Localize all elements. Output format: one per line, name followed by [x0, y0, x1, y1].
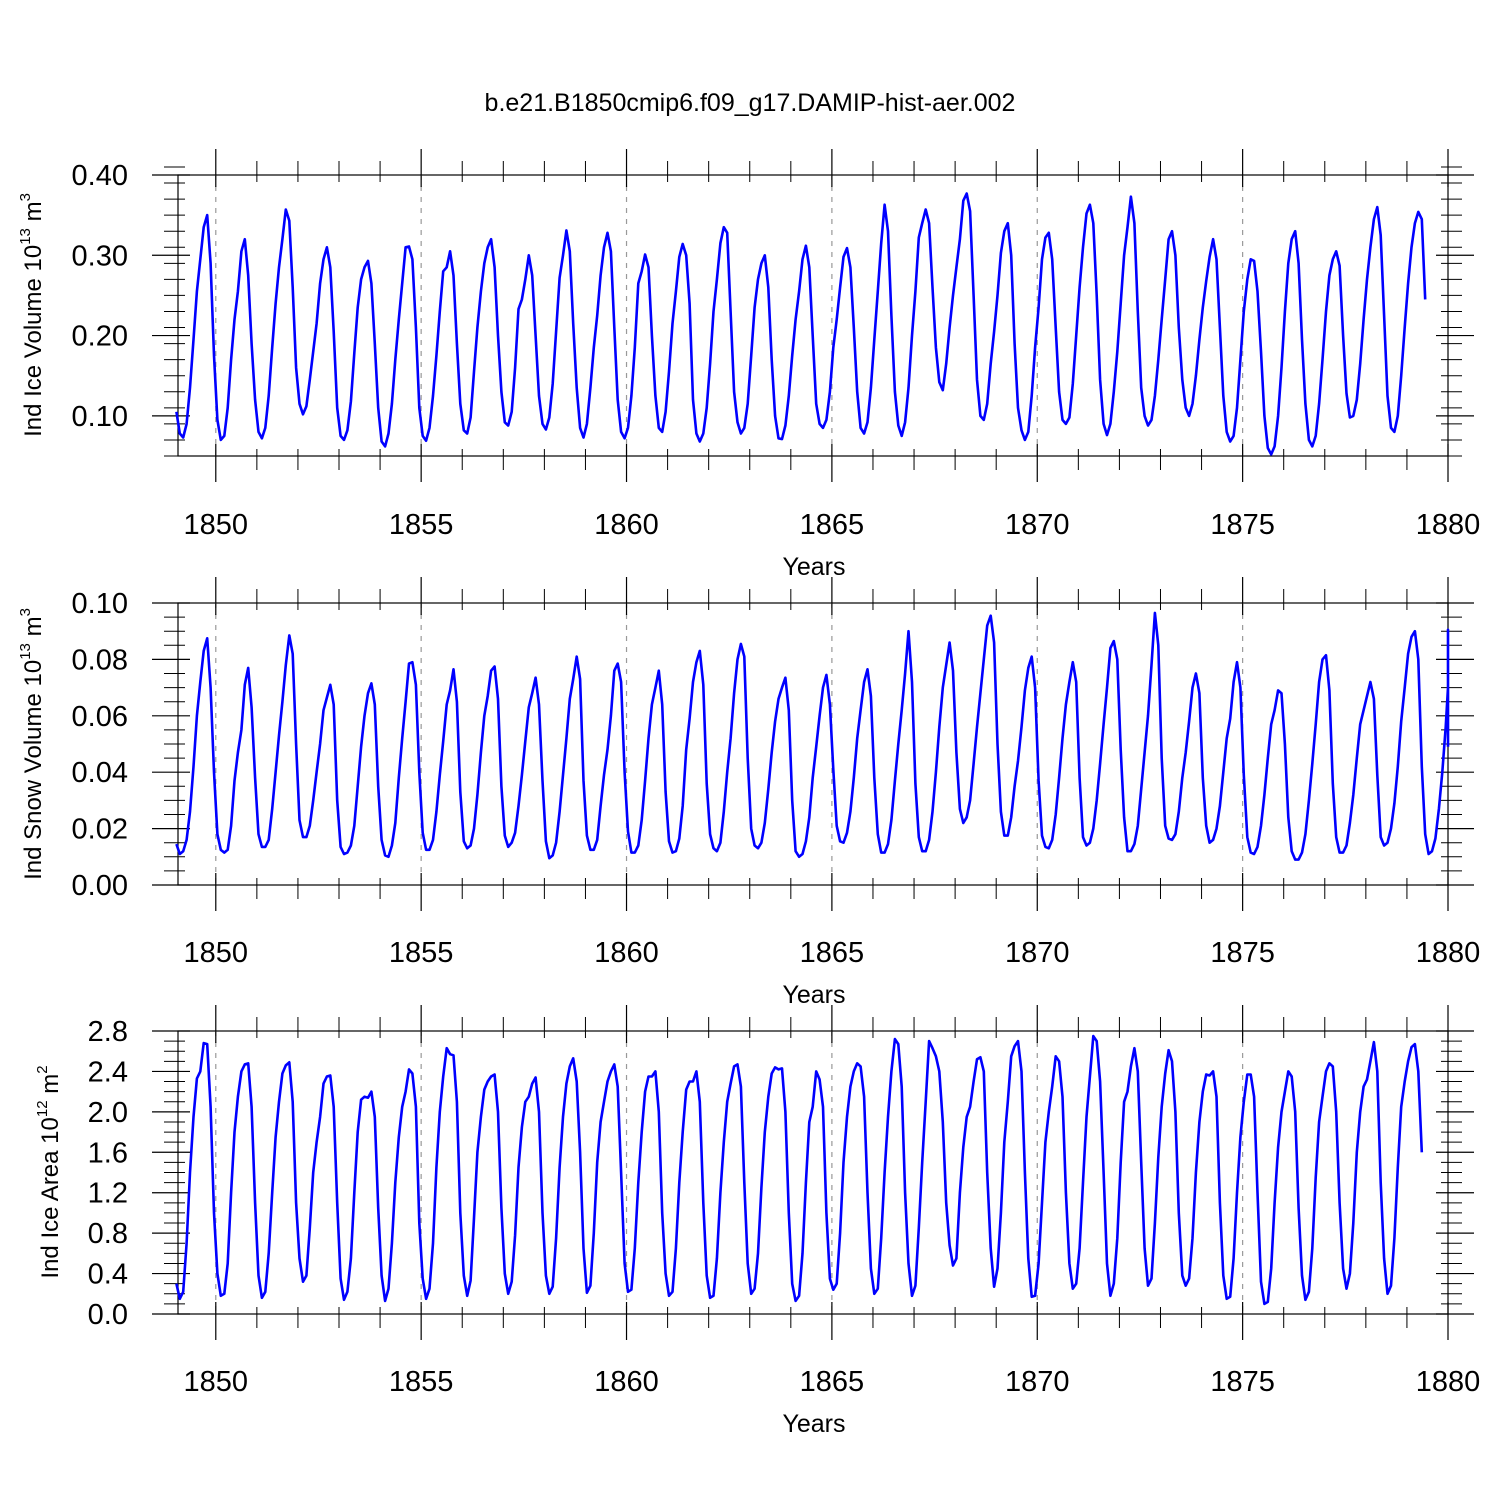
x-tick-label: 1850 — [184, 509, 249, 541]
y-tick-label: 1.2 — [88, 1178, 128, 1210]
panel-snow-volume: Years Ind Snow Volume 1013 m3 — [17, 608, 846, 1009]
y-tick-label: 0.40 — [72, 160, 128, 192]
y-tick-label: 0.10 — [72, 588, 128, 620]
y-tick-label: 0.04 — [72, 757, 128, 789]
x-tick-label: 1865 — [800, 937, 865, 969]
y-tick-label: 0.06 — [72, 701, 128, 733]
x-tick-label: 1860 — [594, 1366, 659, 1398]
y-axis-title: Ind Ice Area 1012 m2 — [34, 1065, 64, 1278]
y-axis-title-unit: m — [20, 616, 47, 643]
y-tick-label: 0.08 — [72, 644, 128, 676]
y-axis-title: Ind Ice Volume 1013 m3 — [17, 193, 47, 437]
plot-ice-area: 1850 1855 1860 1865 1870 1875 1880 0.0 0.4 0.8 1.2… — [88, 1005, 1481, 1398]
y-axis-title-main: Ind Snow Volume 10 — [20, 660, 47, 880]
y-axis-title-main: Ind Ice Volume 10 — [20, 245, 47, 437]
plot-snow-volume: 1850 1855 1860 1865 1870 1875 1880 0.00 0.02 0.04… — [72, 577, 1481, 969]
x-tick-label: 1855 — [389, 1366, 454, 1398]
series-line — [175, 1034, 1424, 1306]
y-axis-title: Ind Snow Volume 1013 m3 — [17, 608, 47, 880]
y-tick-label: 0.00 — [72, 870, 128, 902]
y-axis-title-exponent: 13 — [17, 228, 34, 245]
x-axis-title: Years — [782, 553, 845, 581]
y-axis-title-main: Ind Ice Area 10 — [37, 1117, 64, 1278]
x-tick-label: 1850 — [184, 1366, 249, 1398]
x-tick-label: 1865 — [800, 509, 865, 541]
y-tick-label: 2.4 — [88, 1056, 128, 1088]
y-tick-label: 0.02 — [72, 814, 128, 846]
y-axis-title-exponent: 12 — [34, 1100, 51, 1117]
y-axis-title-unit-exponent: 3 — [17, 608, 34, 616]
panel-ice-volume: Years Ind Ice Volume 1013 m3 — [17, 193, 846, 581]
x-axis-title: Years — [782, 981, 845, 1009]
y-tick-label: 2.8 — [88, 1016, 128, 1048]
y-axis-title-unit-exponent: 2 — [34, 1065, 51, 1073]
y-tick-label: 2.0 — [88, 1097, 128, 1129]
y-tick-label: 0.10 — [72, 401, 128, 433]
x-tick-label: 1865 — [800, 1366, 865, 1398]
x-axis-title: Years — [782, 1410, 845, 1438]
y-tick-label: 0.8 — [88, 1218, 128, 1250]
y-tick-label: 1.6 — [88, 1137, 128, 1169]
x-tick-label: 1875 — [1210, 509, 1275, 541]
series-line — [175, 611, 1450, 861]
x-tick-label: 1850 — [184, 937, 249, 969]
x-tick-label: 1880 — [1416, 509, 1481, 541]
y-axis-title-unit: m — [37, 1074, 64, 1101]
x-tick-label: 1855 — [389, 509, 454, 541]
x-tick-label: 1875 — [1210, 1366, 1275, 1398]
x-tick-label: 1860 — [594, 509, 659, 541]
panel-ice-area: Years Ind Ice Area 1012 m2 — [34, 1065, 846, 1438]
figure-title: b.e21.B1850cmip6.f09_g17.DAMIP-hist-aer.… — [485, 89, 1016, 117]
x-tick-label: 1870 — [1005, 509, 1070, 541]
x-tick-label: 1875 — [1210, 937, 1275, 969]
x-tick-label: 1870 — [1005, 937, 1070, 969]
x-tick-label: 1860 — [594, 937, 659, 969]
x-tick-label: 1870 — [1005, 1366, 1070, 1398]
y-tick-label: 0.30 — [72, 240, 128, 272]
x-tick-label: 1880 — [1416, 1366, 1481, 1398]
y-tick-label: 0.0 — [88, 1299, 128, 1331]
x-tick-label: 1855 — [389, 937, 454, 969]
y-tick-label: 0.4 — [88, 1259, 128, 1291]
y-tick-label: 0.20 — [72, 321, 128, 353]
x-tick-label: 1880 — [1416, 937, 1481, 969]
plot-ice-volume: 1850 1855 1860 1865 1870 1875 1880 0.10 0.20 0.30… — [72, 149, 1481, 541]
y-axis-title-unit: m — [20, 201, 47, 228]
series-line — [175, 192, 1427, 456]
y-axis-title-exponent: 13 — [17, 643, 34, 660]
y-axis-title-unit-exponent: 3 — [17, 193, 34, 201]
plot-frame — [177, 174, 1449, 457]
